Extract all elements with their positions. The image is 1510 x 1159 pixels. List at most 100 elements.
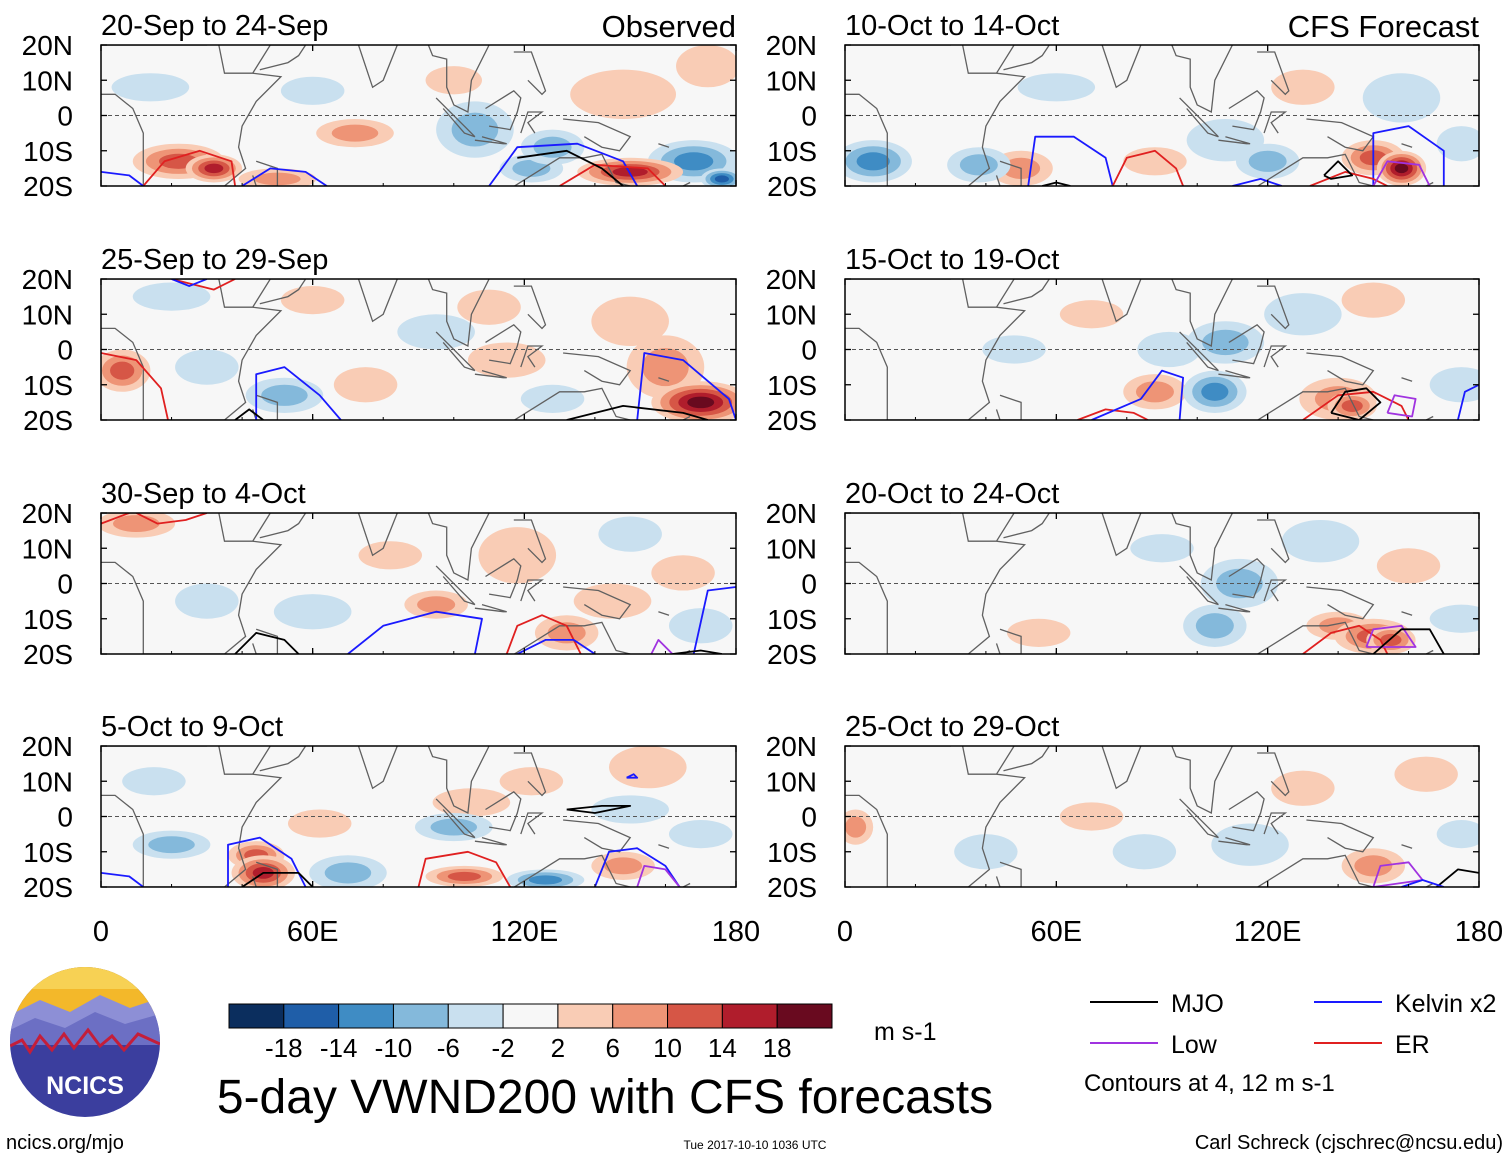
colorbar-tick-label: 2	[551, 1033, 565, 1063]
y-tick-label: 20N	[766, 731, 817, 762]
colorbar-tick-label: 18	[763, 1033, 792, 1063]
anomaly-shading	[1135, 381, 1174, 403]
anomaly-shading	[331, 124, 379, 142]
y-tick-label: 20N	[766, 498, 817, 529]
wave-contour	[227, 836, 307, 887]
wave-contour	[1077, 408, 1149, 420]
colorbar-swatch	[447, 1003, 504, 1029]
wave-contour	[1111, 149, 1184, 186]
anomaly-shading	[110, 361, 135, 380]
y-tick-label: 20S	[767, 639, 817, 670]
coastline	[658, 143, 670, 148]
coastline	[995, 861, 1022, 887]
x-tick-label: 60E	[1031, 916, 1083, 948]
anomaly-shading	[1362, 73, 1441, 123]
legend-label: Low	[1171, 1031, 1218, 1059]
anomaly-shading	[520, 384, 585, 413]
anomaly-shading	[714, 175, 729, 183]
y-tick-label: 20N	[766, 30, 817, 61]
colorbar-swatch	[721, 1003, 778, 1029]
y-tick-label: 10N	[766, 766, 817, 797]
panel-5: 20N 10N 0 10S 20S 10-Oct to 14-Oct CFS Forecas…	[766, 9, 1480, 202]
wave-contour	[517, 149, 624, 186]
colorbar-swatch	[667, 1003, 723, 1029]
colorbar-swatch	[392, 1003, 449, 1029]
wave-contour	[1372, 160, 1431, 186]
anomaly-shading	[674, 152, 714, 171]
y-tick-label: 10N	[22, 65, 73, 96]
panel-period-title: 20-Oct to 24-Oct	[845, 478, 1059, 510]
anomaly-shading	[1429, 367, 1479, 403]
wave-contour	[672, 649, 723, 654]
y-tick-label: 0	[801, 101, 817, 132]
wave-contour	[636, 865, 681, 887]
wave-contour	[417, 850, 511, 887]
panel-7: 20N 10N 0 10S 20S 20-Oct to 24-Oct	[766, 478, 1480, 670]
anomaly-shading	[845, 816, 867, 838]
wave-contour	[1365, 624, 1417, 648]
coastline	[1306, 819, 1375, 853]
colorbar-swatch	[612, 1003, 669, 1029]
coastline	[1401, 844, 1413, 849]
anomaly-shading	[204, 163, 224, 174]
colorbar-units: m s-1	[874, 1018, 937, 1046]
y-tick-label: 20N	[22, 498, 73, 529]
wave-contour	[1330, 387, 1382, 420]
wave-contour	[566, 405, 709, 420]
legend: MJO Kelvin x2 Low ER	[1090, 990, 1496, 1059]
coastline	[499, 621, 631, 654]
anomaly-shading	[954, 834, 1018, 870]
coastline	[101, 279, 283, 420]
y-tick-label: 20N	[22, 30, 73, 61]
legend-label: MJO	[1171, 990, 1224, 1018]
coastline	[1401, 611, 1413, 616]
anomaly-shading	[598, 516, 662, 552]
coastline	[513, 752, 547, 797]
anomaly-shading	[425, 66, 482, 95]
y-tick-label: 0	[57, 569, 73, 600]
coastline	[1179, 97, 1219, 138]
x-tick-label: 180	[1455, 916, 1503, 948]
panel-period-title: 25-Oct to 29-Oct	[845, 711, 1059, 743]
x-tick-label: 0	[93, 916, 109, 948]
x-axis-group: 0 60E 120E 180 0 60E 120E 180	[93, 916, 1503, 948]
footer-timestamp: Tue 2017-10-10 1036 UTC	[684, 1138, 827, 1152]
colorbar-tick-label: -2	[492, 1033, 515, 1063]
wave-contour	[636, 352, 736, 420]
coastline	[485, 790, 522, 832]
anomaly-shading	[122, 767, 186, 796]
anomaly-shading	[1376, 548, 1441, 584]
wave-contour	[1372, 861, 1424, 887]
y-tick-label: 20N	[22, 264, 73, 295]
coastline	[524, 495, 531, 506]
coastline	[499, 387, 631, 420]
coastline	[524, 27, 531, 38]
anomaly-shading	[604, 857, 643, 875]
anomaly-shading	[132, 282, 211, 311]
colorbar: -18 -14 -10 -6 -2 2 6 10 14 18	[228, 1003, 833, 1063]
coastline	[1257, 752, 1290, 797]
wave-contour	[1372, 628, 1445, 654]
y-tick-label: 20N	[766, 264, 817, 295]
coastline	[1268, 495, 1275, 506]
coastline	[524, 728, 531, 739]
coastline	[1263, 111, 1288, 134]
coastline	[1228, 89, 1265, 131]
coastline	[845, 45, 1026, 186]
anomaly-shading	[1248, 150, 1287, 172]
anomaly-shading	[451, 112, 499, 147]
anomaly-shading	[1341, 282, 1406, 318]
anomaly-shading	[447, 871, 481, 881]
coastline	[1228, 557, 1265, 599]
anomaly-shading	[1130, 534, 1194, 563]
y-tick-label: 20S	[23, 639, 73, 670]
anomaly-shading	[432, 788, 511, 817]
y-tick-label: 10S	[23, 136, 73, 167]
coastline	[1218, 603, 1251, 613]
coastline	[474, 369, 507, 379]
wave-contour	[171, 279, 208, 287]
coastline	[1100, 279, 1235, 348]
wave-contour	[1436, 868, 1479, 887]
coastline	[563, 586, 632, 620]
